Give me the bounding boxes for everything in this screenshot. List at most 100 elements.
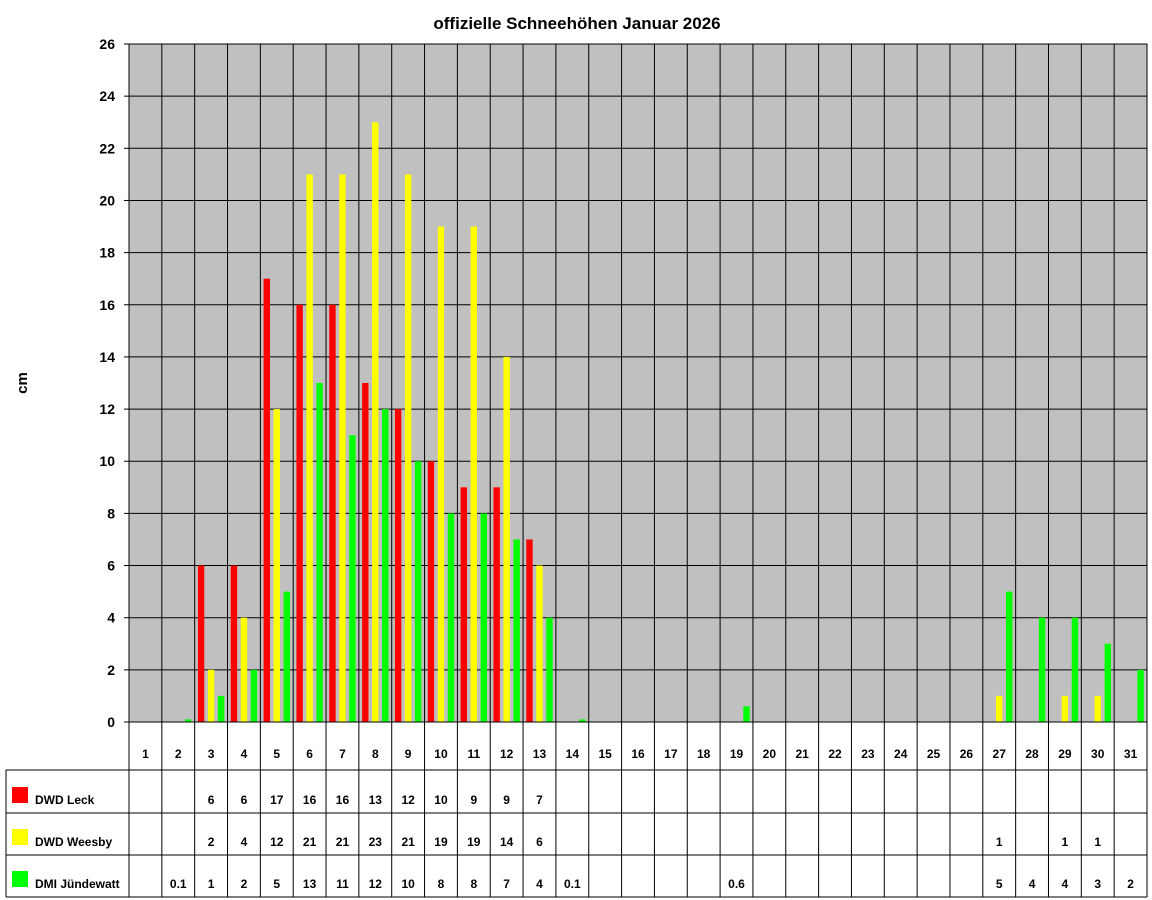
data-label: 16 xyxy=(303,793,317,807)
legend-label: DWD Leck xyxy=(35,793,95,807)
category-label: 22 xyxy=(828,747,842,761)
bar xyxy=(513,539,520,722)
data-label: 17 xyxy=(270,793,284,807)
category-label: 19 xyxy=(730,747,744,761)
bar xyxy=(250,669,258,722)
category-label: 23 xyxy=(861,747,875,761)
data-label: 12 xyxy=(369,877,383,891)
data-label: 19 xyxy=(434,835,448,849)
bar xyxy=(447,513,455,722)
series-dwd-weesby xyxy=(207,122,1101,723)
legend-swatch xyxy=(12,829,28,845)
category-label: 24 xyxy=(894,747,908,761)
data-label: 4 xyxy=(1029,877,1036,891)
bar xyxy=(480,513,488,722)
category-label: 26 xyxy=(960,747,974,761)
category-label: 18 xyxy=(697,747,711,761)
category-label: 29 xyxy=(1058,747,1072,761)
data-label: 10 xyxy=(401,877,415,891)
series-dmi-j-ndewatt xyxy=(185,383,1144,722)
bar xyxy=(743,706,750,722)
bar xyxy=(316,383,323,722)
bar xyxy=(579,719,586,722)
data-label: 1 xyxy=(1062,835,1069,849)
category-label: 15 xyxy=(598,747,612,761)
category-label: 21 xyxy=(796,747,810,761)
category-label: 12 xyxy=(500,747,514,761)
category-label: 31 xyxy=(1124,747,1138,761)
data-label: 6 xyxy=(208,793,215,807)
bar xyxy=(1061,695,1069,722)
bar xyxy=(414,461,422,722)
data-label: 5 xyxy=(273,877,280,891)
bar xyxy=(437,226,445,723)
category-label: 3 xyxy=(208,747,215,761)
bar xyxy=(185,719,192,722)
category-label: 28 xyxy=(1025,747,1039,761)
y-tick-label: 2 xyxy=(107,662,115,678)
data-label: 2 xyxy=(241,877,248,891)
category-label: 13 xyxy=(533,747,547,761)
y-tick-label: 12 xyxy=(99,401,115,417)
data-label: 4 xyxy=(241,835,248,849)
category-label: 10 xyxy=(434,747,448,761)
data-label: 13 xyxy=(303,877,317,891)
data-label: 23 xyxy=(369,835,383,849)
bar xyxy=(306,174,313,722)
category-label: 1 xyxy=(142,747,149,761)
y-tick-label: 22 xyxy=(99,140,115,156)
data-label: 1 xyxy=(208,877,215,891)
y-tick-label: 20 xyxy=(99,192,115,208)
bar xyxy=(470,226,478,723)
data-label: 8 xyxy=(438,877,445,891)
data-label: 14 xyxy=(500,835,514,849)
bar xyxy=(1071,617,1079,722)
y-tick-label: 8 xyxy=(107,505,115,521)
data-label: 11 xyxy=(336,877,349,891)
y-tick-label: 0 xyxy=(107,714,115,730)
data-label: 6 xyxy=(536,835,543,849)
data-label: 5 xyxy=(996,877,1003,891)
category-label: 20 xyxy=(763,747,777,761)
bar xyxy=(230,565,238,722)
bar xyxy=(546,617,553,722)
bar xyxy=(263,278,270,722)
bar xyxy=(197,565,205,722)
legend-label: DWD Weesby xyxy=(35,835,112,849)
y-axis-label: cm xyxy=(14,372,31,394)
bar xyxy=(1038,617,1046,722)
data-label: 0.1 xyxy=(564,877,581,891)
data-label: 2 xyxy=(208,835,215,849)
data-label: 21 xyxy=(401,835,415,849)
data-table: 1 2 3 4 5 6 7 8 9 10 11 12 13 14 15 16 17 18 19 20 21 22 23 24 2… xyxy=(5,721,1148,898)
data-label: 13 xyxy=(369,793,383,807)
bar xyxy=(372,122,379,722)
bar xyxy=(460,487,468,722)
category-label: 2 xyxy=(175,747,182,761)
y-tick-label: 6 xyxy=(107,558,115,574)
bar xyxy=(240,617,248,722)
data-label: 21 xyxy=(303,835,317,849)
bar xyxy=(427,461,435,722)
data-label: 1 xyxy=(996,835,1003,849)
series-dwd-leck xyxy=(197,278,533,722)
bar xyxy=(1104,643,1111,722)
data-label: 0.6 xyxy=(728,877,745,891)
data-label: 16 xyxy=(336,793,350,807)
data-label: 9 xyxy=(470,793,477,807)
y-tick-label: 26 xyxy=(99,36,115,52)
bar xyxy=(329,304,336,722)
category-label: 14 xyxy=(566,747,580,761)
y-tick-label: 24 xyxy=(99,88,115,104)
bar xyxy=(404,174,412,722)
plot-background xyxy=(129,44,1147,722)
category-label: 6 xyxy=(306,747,313,761)
bar xyxy=(503,356,510,722)
y-tick-label: 16 xyxy=(99,297,115,313)
data-label: 7 xyxy=(536,793,543,807)
bar xyxy=(339,174,346,722)
bar xyxy=(382,409,389,722)
category-label: 27 xyxy=(993,747,1007,761)
bar xyxy=(1006,591,1013,722)
bar xyxy=(349,435,356,722)
